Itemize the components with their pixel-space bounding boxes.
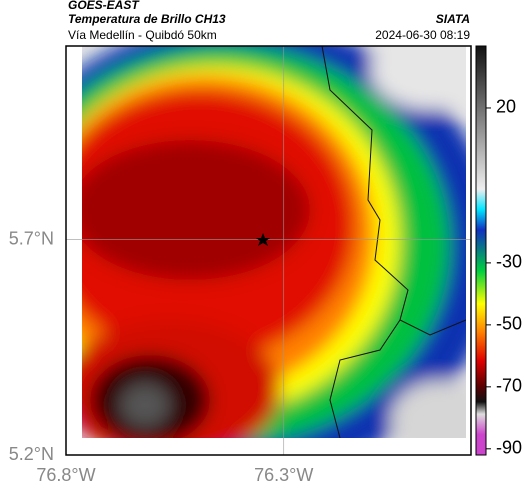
colorbar-tick-label: -70	[496, 376, 522, 396]
satellite-image	[82, 46, 466, 438]
colorbar-tick-label: 20	[496, 97, 516, 117]
source: GOES-EAST	[68, 0, 140, 12]
colorbar-tick-label: -30	[496, 252, 522, 272]
map-frame	[65, 45, 472, 456]
title: Temperatura de Brillo CH13	[68, 12, 226, 26]
agency: SIATA	[436, 12, 470, 26]
colorbar	[475, 45, 487, 456]
lon-tick-label: 76.3°W	[254, 465, 313, 485]
colorbar-tick-label: -50	[496, 314, 522, 334]
lat-tick-label: 5.2°N	[9, 444, 54, 464]
subtitle: Vía Medellín - Quibdó 50km	[68, 28, 217, 42]
timestamp: 2024-06-30 08:19	[375, 28, 470, 42]
location-marker	[256, 233, 270, 246]
colorbar-tick-label: -90	[496, 438, 522, 458]
lon-tick-label: 76.8°W	[36, 465, 95, 485]
lat-tick-label: 5.7°N	[9, 228, 54, 248]
